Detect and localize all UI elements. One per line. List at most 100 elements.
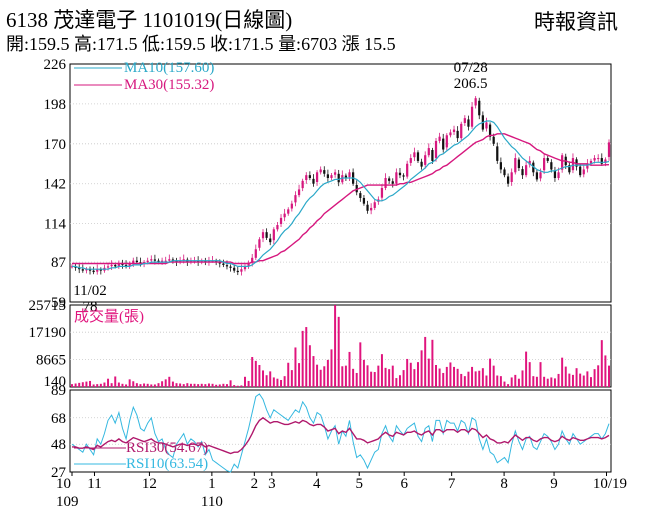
volume-bar: [128, 379, 131, 387]
volume-bar: [157, 383, 160, 387]
volume-bar: [269, 371, 272, 387]
price-frame: [69, 63, 612, 303]
candle-body: [160, 260, 164, 262]
chart-title: 6138 茂達電子 1101019(日線圖): [6, 8, 293, 32]
volume-bar: [132, 381, 135, 387]
rsi-panel: 89 68 48 27 RSI30(54.67)RSI10(63.54): [51, 383, 611, 481]
volume-frame: [69, 304, 612, 388]
volume-bar: [561, 357, 564, 387]
candle-body: [189, 260, 193, 263]
candle-body: [380, 187, 384, 198]
candle-body: [517, 159, 521, 169]
volume-bar: [276, 378, 279, 387]
candle-body: [434, 140, 438, 158]
candle-body: [272, 229, 275, 241]
candle-body: [142, 262, 146, 264]
volume-bar: [319, 369, 322, 387]
candle-body: [467, 119, 470, 127]
volume-bar: [121, 383, 124, 387]
price-tick-label: 170: [44, 137, 67, 153]
ma30-legend-label: MA30(155.32): [124, 77, 214, 93]
candle-body: [449, 132, 452, 136]
volume-bar: [244, 376, 246, 387]
candle-body: [388, 178, 391, 181]
volume-bar: [287, 362, 290, 387]
candle-body: [261, 232, 265, 239]
candle-body: [391, 181, 394, 184]
volume-bar: [125, 384, 128, 387]
candle-body: [499, 162, 502, 170]
volume-bar: [521, 370, 524, 387]
volume-bar: [161, 381, 164, 387]
candle-body: [283, 213, 286, 218]
candle-body: [276, 225, 279, 230]
volume-panel: 25715 17190 8665 140 成交量(張): [29, 298, 611, 390]
volume-bar: [402, 370, 405, 387]
candle-body: [413, 152, 416, 158]
candle-body: [240, 269, 243, 272]
volume-bar: [568, 373, 571, 387]
volume-bar: [139, 384, 142, 387]
candle-body: [373, 202, 376, 208]
candle-body: [265, 232, 268, 238]
candle-body: [92, 270, 95, 273]
volume-bar: [481, 368, 484, 387]
rsi-tick-label: 27: [51, 465, 67, 481]
volume-bar: [517, 378, 520, 387]
volume-bar: [593, 369, 596, 387]
change-value: 漲 15.5: [341, 34, 396, 54]
volume-bar: [471, 366, 474, 387]
rsi-tick-label: 48: [51, 437, 66, 453]
candle-body: [521, 169, 524, 176]
candle-body: [128, 263, 131, 266]
candle-body: [463, 118, 466, 124]
volume-bar: [96, 384, 99, 387]
volume-bar: [218, 384, 221, 387]
candle-body: [431, 150, 434, 161]
volume-bar: [298, 363, 301, 387]
volume-bar: [543, 376, 546, 387]
volume-bar: [290, 370, 293, 387]
candle-body: [308, 175, 311, 179]
volume-bar: [427, 358, 430, 387]
volume-bar: [103, 382, 106, 387]
candle-body: [305, 175, 308, 181]
volume-bar: [301, 330, 304, 387]
volume-bar: [535, 376, 538, 387]
rsi30-legend-label: RSI30(54.67): [126, 440, 208, 456]
candle-body: [236, 270, 239, 273]
volume-bar: [395, 378, 398, 387]
candle-body: [535, 172, 539, 180]
volume-bar: [294, 347, 297, 387]
volume-bar: [604, 355, 607, 387]
volume-bar: [207, 383, 210, 387]
volume-title: 成交量(張): [74, 307, 144, 325]
volume-bar: [262, 370, 265, 387]
candle-body: [395, 172, 398, 184]
volume-bar: [355, 372, 358, 387]
volume-bar: [236, 385, 239, 387]
volume-bar: [377, 365, 380, 387]
candle-body: [164, 260, 167, 262]
volume-bar: [589, 377, 592, 387]
candle-body: [532, 162, 535, 173]
candle-body: [337, 173, 340, 183]
volume-bar: [71, 384, 73, 387]
volume-bar: [388, 369, 391, 387]
volume-bar: [251, 357, 254, 387]
candle-body: [582, 169, 585, 175]
candle-body: [279, 217, 283, 224]
volume-bar: [528, 362, 531, 387]
volume-bar: [467, 371, 470, 387]
rsi-frame: [69, 389, 612, 473]
candle-body: [384, 178, 387, 188]
volume-bar: [114, 376, 117, 387]
candle-body: [200, 260, 203, 263]
volume-bar: [514, 374, 517, 387]
candle-body: [524, 165, 528, 176]
price-tick-label: 59: [51, 295, 66, 311]
x-tick-label: 12: [142, 476, 157, 492]
x-tick-label: 8: [500, 476, 508, 492]
volume-bar: [409, 362, 412, 387]
